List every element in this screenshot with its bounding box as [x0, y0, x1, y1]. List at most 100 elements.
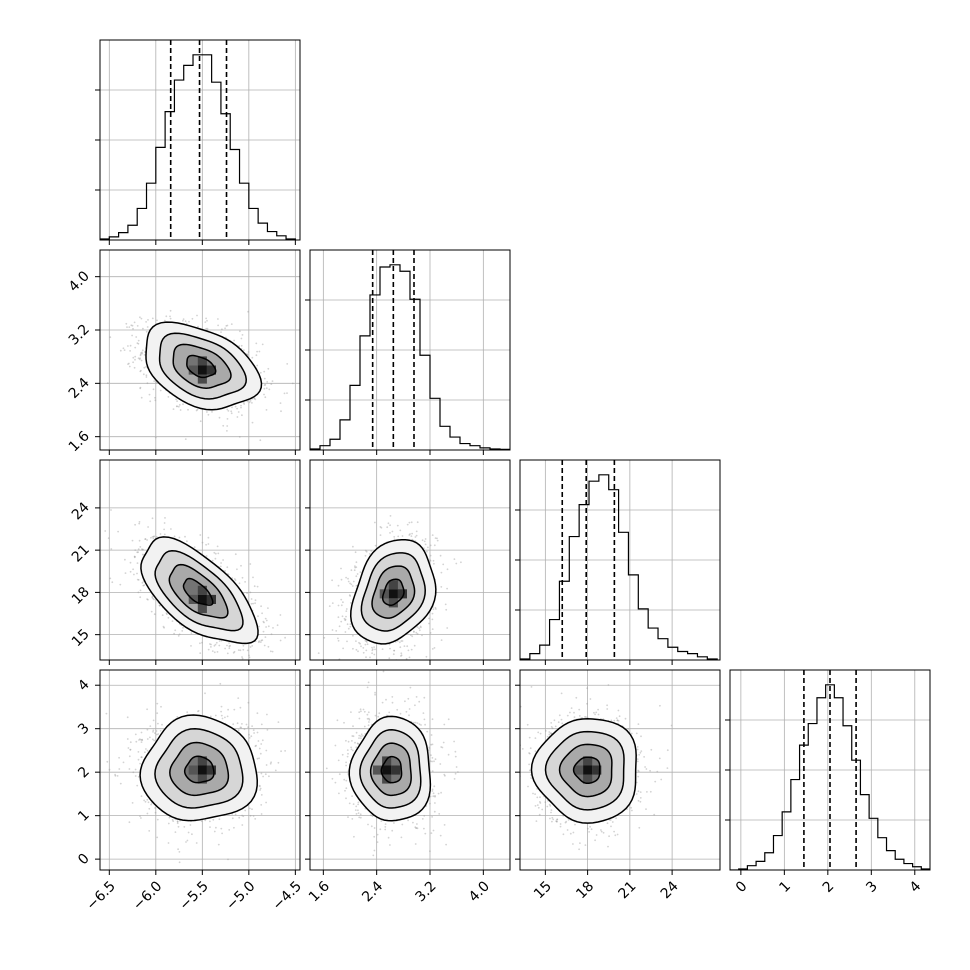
scatter-point: [255, 342, 258, 345]
scatter-point: [374, 544, 377, 547]
scatter-point: [260, 743, 263, 745]
scatter-point: [554, 725, 557, 728]
scatter-point: [246, 400, 249, 403]
scatter-point: [358, 641, 360, 644]
scatter-point: [262, 775, 264, 778]
scatter-point: [373, 827, 376, 829]
density-peak: [197, 774, 207, 784]
scatter-point: [356, 573, 359, 575]
scatter-point: [252, 576, 254, 579]
scatter-point: [435, 608, 437, 610]
scatter-point: [241, 334, 244, 336]
scatter-point: [190, 632, 193, 634]
scatter-point: [152, 731, 154, 733]
scatter-point: [142, 327, 144, 330]
y-tick-label: 2.4: [66, 375, 93, 402]
x-tick-label: 2: [820, 878, 838, 896]
scatter-point: [250, 598, 253, 600]
scatter-point: [150, 610, 153, 613]
scatter-point: [616, 719, 619, 722]
scatter-point: [426, 730, 429, 733]
scatter-point: [205, 555, 208, 557]
scatter-point: [207, 536, 210, 539]
scatter-point: [364, 639, 367, 642]
scatter-point: [280, 410, 282, 413]
scatter-point: [373, 646, 375, 648]
scatter-point: [393, 536, 396, 538]
scatter-point: [432, 829, 435, 832]
scatter-point: [264, 773, 267, 776]
scatter-point: [528, 736, 531, 739]
scatter-point: [153, 380, 156, 382]
scatter-point: [220, 710, 223, 713]
scatter-point: [137, 591, 140, 594]
scatter-point: [164, 517, 166, 519]
scatter-point: [259, 371, 262, 374]
scatter-point: [537, 806, 540, 809]
scatter-point: [154, 396, 156, 399]
scatter-point: [263, 370, 266, 373]
scatter-point: [400, 652, 403, 655]
scatter-point: [516, 734, 518, 736]
scatter-point: [431, 534, 434, 536]
scatter-point: [376, 841, 379, 843]
scatter-point: [421, 634, 423, 637]
scatter-panel: [310, 460, 510, 660]
scatter-point: [163, 522, 166, 524]
scatter-point: [131, 539, 134, 542]
scatter-point: [411, 532, 413, 535]
scatter-point: [130, 324, 133, 327]
scatter-point: [407, 819, 409, 822]
scatter-point: [159, 729, 162, 732]
scatter-point: [251, 808, 253, 811]
density-peak: [391, 765, 401, 775]
scatter-point: [600, 830, 603, 833]
x-tick-label: 1: [776, 878, 794, 896]
scatter-point: [238, 816, 241, 819]
scatter-point: [227, 858, 229, 861]
scatter-point: [135, 740, 138, 743]
scatter-point: [350, 746, 352, 749]
scatter-point: [134, 355, 137, 358]
scatter-point: [363, 710, 366, 713]
scatter-point: [350, 748, 353, 751]
scatter-point: [237, 411, 240, 413]
scatter-point: [142, 548, 145, 551]
scatter-point: [169, 315, 171, 318]
scatter-point: [156, 702, 159, 705]
scatter-point: [176, 405, 179, 408]
scatter-point: [397, 535, 400, 538]
scatter-point: [373, 849, 376, 852]
scatter-point: [220, 827, 223, 830]
scatter-point: [343, 778, 346, 781]
scatter-point: [261, 739, 264, 742]
scatter-point: [413, 631, 415, 633]
scatter-point: [573, 716, 576, 718]
scatter-point: [597, 708, 599, 711]
scatter-point: [566, 829, 569, 831]
scatter-point: [243, 349, 245, 351]
scatter-point: [243, 728, 246, 731]
scatter-point: [586, 702, 588, 705]
scatter-point: [637, 723, 640, 725]
scatter-point: [551, 820, 553, 823]
scatter-point: [360, 645, 362, 648]
scatter-point: [352, 634, 354, 637]
scatter-point: [147, 801, 150, 804]
scatter-point: [133, 321, 136, 324]
contour-line: [182, 577, 214, 606]
scatter-point: [227, 708, 230, 711]
scatter-point: [536, 804, 539, 806]
scatter-point: [639, 797, 642, 799]
scatter-point: [140, 817, 142, 819]
scatter-point: [424, 832, 427, 835]
scatter-point: [408, 521, 411, 524]
scatter-point: [415, 631, 418, 634]
scatter-point: [155, 381, 158, 384]
scatter-point: [440, 746, 443, 748]
scatter-point: [239, 330, 241, 333]
scatter-point: [371, 652, 373, 655]
scatter-point: [429, 802, 431, 805]
scatter-point: [230, 412, 233, 415]
scatter-point: [613, 830, 615, 833]
